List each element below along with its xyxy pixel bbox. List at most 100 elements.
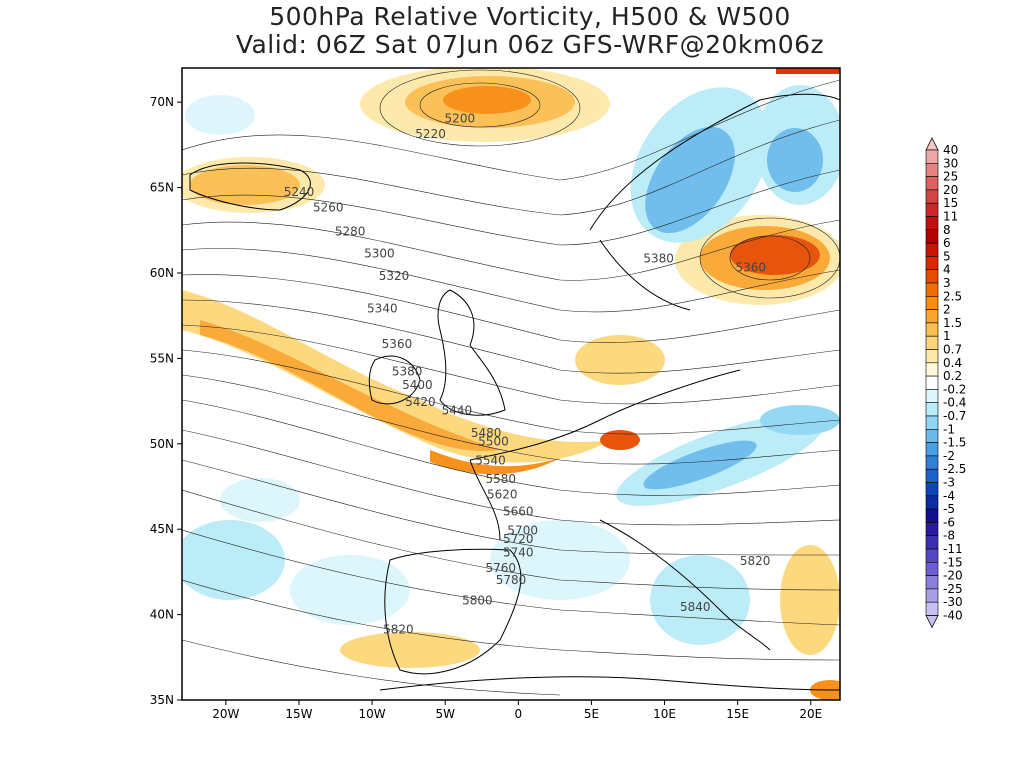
contour-label: 5500 — [478, 434, 509, 448]
colorbar-swatch — [925, 468, 939, 483]
map-frame — [181, 67, 841, 701]
lat-tick-label: 35N — [150, 693, 174, 707]
colorbar-label: 2 — [943, 303, 951, 317]
colorbar-swatch — [925, 189, 939, 204]
colorbar-swatch — [925, 335, 939, 350]
colorbar-label: -0.2 — [943, 382, 966, 396]
contour-label: 5200 — [445, 112, 476, 126]
contour-labels: 5200522052405260528053005320534053605380… — [284, 112, 771, 637]
lat-tick-label: 70N — [150, 95, 174, 109]
colorbar-swatch — [925, 575, 939, 590]
colorbar-label: 1.5 — [943, 316, 962, 330]
continent-coast — [469, 369, 741, 541]
map-field: 5200522052405260528053005320534053605380… — [182, 68, 840, 700]
colorbar-swatch — [925, 548, 939, 563]
colorbar-label: -1 — [943, 422, 955, 436]
colorbar-swatch — [925, 269, 939, 284]
lat-tick-label: 60N — [150, 266, 174, 280]
great-britain-coast — [437, 289, 506, 416]
colorbar-swatch — [925, 522, 939, 537]
colorbar-swatch — [925, 442, 939, 457]
contour-label: 5380 — [392, 364, 423, 378]
colorbar-swatch — [925, 402, 939, 417]
contour-label: 5300 — [364, 247, 395, 261]
colorbar-swatch — [925, 375, 939, 390]
scandinavia-coast — [589, 93, 840, 311]
contour-label: 5360 — [382, 337, 413, 351]
colorbar-label: -40 — [943, 609, 963, 623]
lat-tick-label: 40N — [150, 608, 174, 622]
contour-label: 5660 — [503, 505, 534, 519]
colorbar-swatch — [925, 428, 939, 443]
contour-label: 5280 — [335, 224, 366, 238]
colorbar-label: -20 — [943, 569, 963, 583]
colorbar-swatch — [925, 455, 939, 470]
italy-coast — [599, 519, 771, 651]
contour-label: 5220 — [415, 127, 446, 141]
lon-tick-label: 10E — [653, 707, 676, 721]
colorbar-swatch — [925, 535, 939, 550]
colorbar-label: -4 — [943, 489, 955, 503]
lat-tick-label: 55N — [150, 351, 174, 365]
colorbar-swatch — [925, 389, 939, 403]
colorbar-swatch — [925, 588, 939, 603]
contour-label: 5360 — [736, 260, 767, 274]
colorbar-label: 25 — [943, 170, 958, 184]
colorbar-label: 0.4 — [943, 356, 962, 370]
colorbar-swatch — [925, 415, 939, 430]
colorbar-swatch — [925, 149, 939, 164]
lon-tick-label: 15E — [726, 707, 749, 721]
colorbar-label: -0.7 — [943, 409, 966, 423]
colorbar-swatch — [925, 282, 939, 297]
lon-tick-label: 5E — [584, 707, 599, 721]
chart-title: 500hPa Relative Vorticity, H500 & W500 — [269, 2, 791, 31]
contour-label: 5540 — [475, 453, 506, 467]
colorbar-label: 1 — [943, 329, 951, 343]
colorbar-label: 40 — [943, 143, 958, 157]
contour-label: 5380 — [643, 252, 674, 266]
colorbar-label: -5 — [943, 502, 955, 516]
colorbar-label: -15 — [943, 555, 963, 569]
colorbar-swatch — [925, 349, 939, 364]
colorbar-label: 4 — [943, 263, 951, 277]
colorbar-label: 30 — [943, 156, 958, 170]
contour-label: 5780 — [496, 573, 527, 587]
colorbar-label: -30 — [943, 595, 963, 609]
contour-label: 5740 — [503, 546, 534, 560]
contour-label: 5340 — [367, 301, 398, 315]
iberia-coast — [384, 548, 522, 675]
contour-label: 5420 — [405, 395, 436, 409]
colorbar-label: -1.5 — [943, 436, 966, 450]
colorbar-swatch — [925, 601, 939, 616]
contour-label: 5440 — [442, 404, 473, 418]
colorbar-label: 11 — [943, 210, 958, 224]
contour-label: 5820 — [383, 622, 414, 636]
colorbar-label: 3 — [943, 276, 951, 290]
contour-label: 5700 — [507, 523, 538, 537]
colorbar-swatch — [925, 482, 939, 497]
colorbar-top-arrow — [925, 137, 939, 151]
colorbar-label: -0.4 — [943, 396, 966, 410]
contour-label: 5240 — [284, 185, 315, 199]
colorbar-swatch — [925, 202, 939, 217]
colorbar-swatch — [925, 229, 939, 244]
contour-label: 5480 — [471, 426, 502, 440]
colorbar: 403025201511865432.521.510.70.40.2-0.2-0… — [925, 137, 966, 629]
lon-tick-label: 0 — [514, 707, 522, 721]
colorbar-bottom-arrow — [925, 615, 939, 629]
colorbar-swatch — [925, 309, 939, 324]
colorbar-label: 6 — [943, 236, 951, 250]
contour-label: 5320 — [379, 269, 410, 283]
colorbar-swatch — [925, 561, 939, 576]
contour-label: 5400 — [402, 378, 433, 392]
contour-label: 5620 — [487, 487, 518, 501]
lon-tick-label: 10W — [359, 707, 386, 721]
ireland-coast — [368, 355, 421, 405]
contour-label: 5760 — [485, 561, 516, 575]
colorbar-label: -2.5 — [943, 462, 966, 476]
coastlines — [189, 93, 840, 691]
colorbar-swatch — [925, 495, 939, 510]
colorbar-label: 5 — [943, 249, 951, 263]
colorbar-label: -11 — [943, 542, 963, 556]
